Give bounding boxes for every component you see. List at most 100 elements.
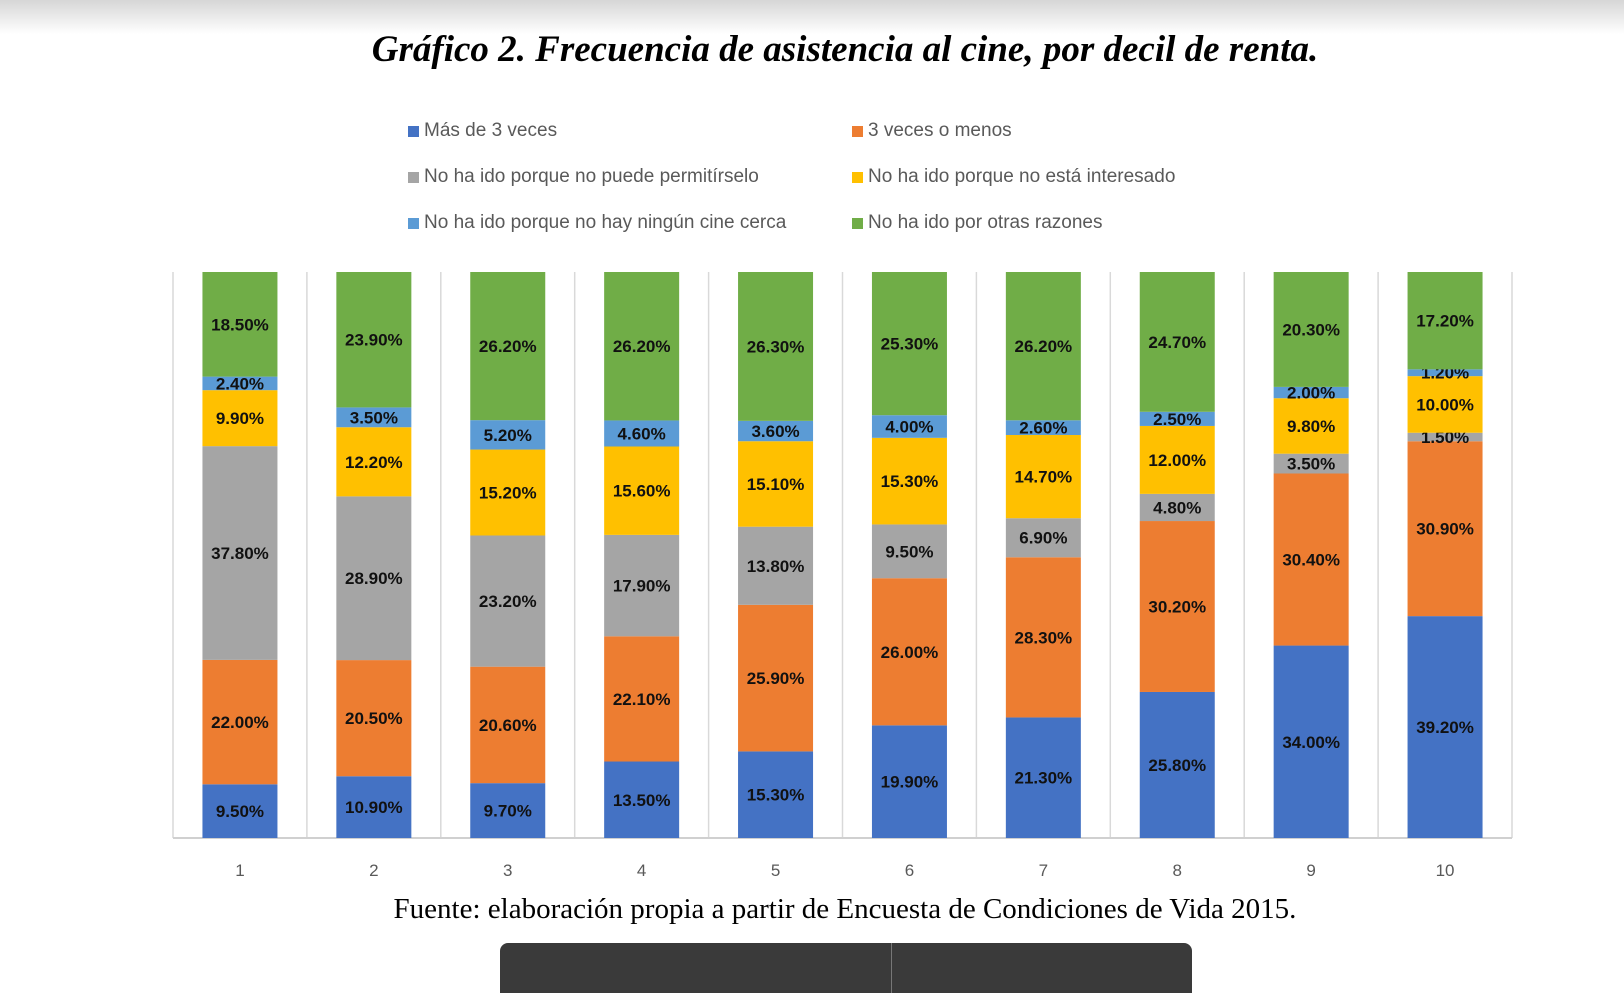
legend-label: No ha ido porque no puede permitírselo (424, 166, 759, 187)
data-label: 9.50% (885, 542, 933, 561)
data-label: 10.00% (1416, 395, 1474, 414)
bar-segment (871, 578, 947, 726)
bar-segment (1273, 453, 1349, 474)
bar-segment (336, 496, 412, 661)
legend-label: No ha ido porque no está interesado (868, 166, 1176, 187)
data-label: 37.80% (211, 544, 269, 563)
toolbar-divider (891, 943, 892, 993)
data-label: 24.70% (1148, 333, 1206, 352)
data-label: 22.00% (211, 713, 269, 732)
chart-source: Fuente: elaboración propia a partir de E… (393, 893, 1297, 925)
legend-swatch (852, 125, 863, 137)
x-tick-label: 6 (905, 861, 914, 880)
x-tick-label: 1 (235, 861, 244, 880)
data-label: 26.20% (613, 337, 671, 356)
bar-segment (1005, 557, 1081, 718)
data-label: 15.30% (881, 472, 939, 491)
legend-item: No ha ido porque no está interesado (852, 166, 1175, 188)
data-label: 25.90% (747, 669, 805, 688)
data-label: 23.90% (345, 331, 403, 350)
bar-segment (604, 534, 680, 637)
legend-item: No ha ido por otras razones (852, 212, 1102, 234)
data-label: 2.40% (216, 374, 264, 393)
data-label: 25.80% (1148, 756, 1206, 775)
data-label: 28.90% (345, 569, 403, 588)
bar-segment (1407, 369, 1483, 377)
data-label: 19.90% (881, 773, 939, 792)
bar-segment (604, 636, 680, 762)
data-label: 23.20% (479, 592, 537, 611)
x-tick-label: 9 (1306, 861, 1315, 880)
bar-segment (738, 441, 814, 527)
bar-segment (470, 272, 546, 421)
bar-segment (202, 390, 278, 447)
bar-segment (202, 659, 278, 785)
data-label: 26.00% (881, 643, 939, 662)
top-shade (0, 0, 1624, 34)
data-label: 2.50% (1153, 410, 1201, 429)
bar-segment (1005, 272, 1081, 421)
x-tick-label: 10 (1436, 861, 1455, 880)
bar-segment (1273, 398, 1349, 454)
data-label: 20.60% (479, 716, 537, 735)
data-label: 34.00% (1282, 733, 1340, 752)
data-label: 12.20% (345, 453, 403, 472)
data-label: 30.90% (1416, 520, 1474, 539)
data-label: 3.50% (350, 408, 398, 427)
data-label: 9.70% (484, 802, 532, 821)
legend-item: 3 veces o menos (852, 120, 1012, 142)
bar-segment (1139, 425, 1215, 494)
data-label: 13.80% (747, 557, 805, 576)
bar-segment (1005, 518, 1081, 558)
bar-segment (1139, 691, 1215, 838)
data-label: 20.50% (345, 709, 403, 728)
bar-segment (1407, 441, 1483, 617)
x-tick-label: 8 (1173, 861, 1182, 880)
data-label: 17.20% (1416, 312, 1474, 331)
data-label: 9.50% (216, 802, 264, 821)
bar-segment (1273, 645, 1349, 838)
data-label: 17.90% (613, 577, 671, 596)
bar-segment (871, 437, 947, 525)
legend-label: 3 veces o menos (868, 120, 1012, 141)
legend-swatch (408, 217, 419, 229)
bar-segment (336, 660, 412, 777)
legend-item: Más de 3 veces (408, 120, 557, 142)
legend-swatch (408, 125, 419, 137)
bar-segment (1407, 616, 1483, 838)
data-label: 22.10% (613, 690, 671, 709)
bar-segment (871, 524, 947, 579)
data-label: 13.50% (613, 791, 671, 810)
bar-segment (1005, 717, 1081, 838)
bar-segment (470, 783, 546, 838)
legend-label: No ha ido por otras razones (868, 212, 1103, 233)
data-label: 21.30% (1015, 769, 1073, 788)
bar-segment (336, 272, 412, 408)
data-label: 25.30% (881, 335, 939, 354)
data-label: 15.30% (747, 786, 805, 805)
data-label: 15.10% (747, 475, 805, 494)
bar-segment (1139, 521, 1215, 692)
data-label: 14.70% (1015, 468, 1073, 487)
data-label: 4.00% (885, 418, 933, 437)
data-label: 2.00% (1287, 384, 1335, 403)
data-label: 15.20% (479, 484, 537, 503)
bar-segment (1407, 432, 1483, 442)
bar-segment (738, 604, 814, 752)
bar-segment (604, 272, 680, 421)
x-tick-label: 5 (771, 861, 780, 880)
bar-segment (604, 761, 680, 838)
bar-segment (202, 446, 278, 660)
legend-swatch (408, 171, 419, 183)
data-label: 26.20% (1015, 337, 1073, 356)
legend-label: Más de 3 veces (424, 120, 558, 141)
data-label: 5.20% (484, 426, 532, 445)
data-label: 3.60% (751, 422, 799, 441)
bar-segment (871, 272, 947, 416)
data-label: 30.20% (1148, 598, 1206, 617)
bar-segment (1273, 386, 1349, 399)
data-label: 4.60% (618, 424, 666, 443)
bar-segment (470, 420, 546, 450)
data-label: 6.90% (1019, 529, 1067, 548)
